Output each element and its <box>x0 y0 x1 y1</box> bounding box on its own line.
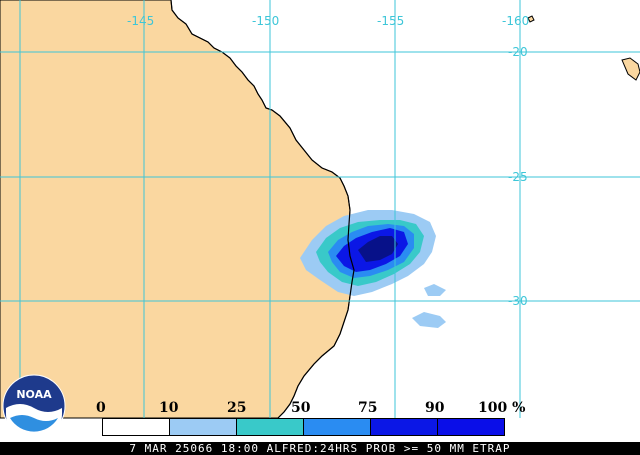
legend-label-0: 0 <box>96 400 106 416</box>
coastline <box>170 0 355 419</box>
island-small <box>527 15 535 23</box>
legend-label-10: 10 <box>159 400 179 416</box>
noaa-logo-text: NOAA <box>16 388 52 401</box>
lat-label-20: -20 <box>508 45 528 59</box>
legend-swatch-50-75 <box>304 419 371 435</box>
legend-swatch-75-90 <box>371 419 438 435</box>
legend-swatch-0-10 <box>103 419 170 435</box>
lat-label-30: -30 <box>508 294 528 308</box>
legend-label-50: 50 <box>291 400 311 416</box>
lon-label-150: -150 <box>252 14 280 28</box>
legend-swatch-25-50 <box>237 419 304 435</box>
noaa-logo: NOAA <box>2 374 66 438</box>
prob-90-100-region <box>358 236 398 262</box>
graticule <box>0 0 640 418</box>
lon-label-145: -145 <box>127 14 155 28</box>
lon-label-155: -155 <box>377 14 405 28</box>
legend-color-bar <box>102 418 505 436</box>
status-bar: 7 MAR 25066 18:00 ALFRED:24HRS PROB >= 5… <box>0 442 640 455</box>
island-north <box>621 57 640 81</box>
prob-10-25-patch-2 <box>424 284 446 296</box>
legend-label-100: 100 % <box>478 400 526 416</box>
legend-label-90: 90 <box>425 400 445 416</box>
prob-10-25-patch-1 <box>412 312 446 328</box>
legend-swatch-90-100 <box>438 419 504 435</box>
lat-label-25: -25 <box>508 170 528 184</box>
legend-label-75: 75 <box>358 400 378 416</box>
legend-swatch-10-25 <box>170 419 237 435</box>
legend-label-25: 25 <box>227 400 247 416</box>
lon-label-160: -160 <box>502 14 530 28</box>
